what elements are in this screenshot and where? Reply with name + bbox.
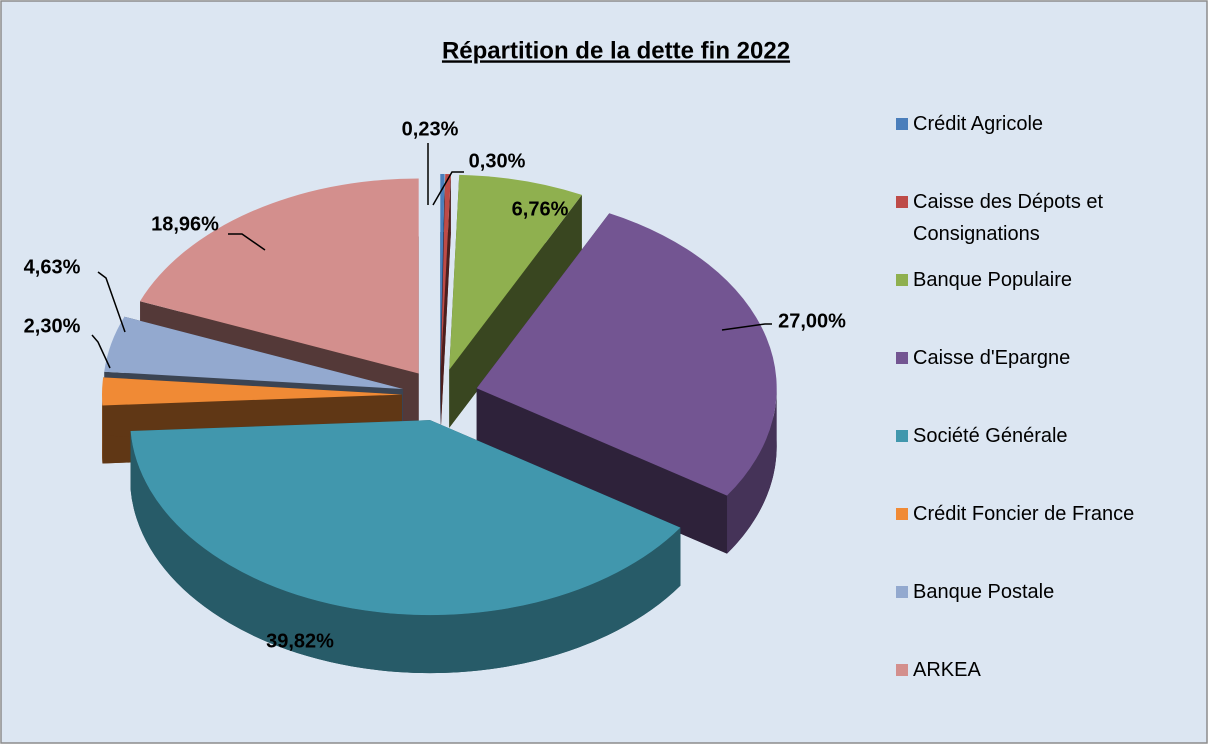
legend-swatch bbox=[896, 118, 908, 130]
legend-item: Caisse d'Epargne bbox=[896, 342, 1196, 374]
slice-group bbox=[130, 420, 681, 674]
slice-wall bbox=[130, 430, 681, 674]
slice-group bbox=[449, 174, 582, 428]
leader-line bbox=[228, 233, 266, 251]
legend-label: Banque Postale bbox=[913, 581, 1055, 603]
legend-swatch bbox=[896, 196, 908, 208]
legend-label: Crédit Agricole bbox=[913, 113, 1044, 135]
legend-swatch bbox=[896, 430, 908, 442]
legend-item: ARKEA bbox=[896, 654, 1196, 686]
legend-swatch bbox=[896, 664, 908, 676]
legend-swatch bbox=[896, 508, 908, 520]
leader-line bbox=[721, 323, 772, 331]
legend-label: ARKEA bbox=[913, 659, 981, 681]
data-label: 18,96% bbox=[151, 213, 219, 235]
data-label: 27,00% bbox=[778, 310, 846, 332]
slice bbox=[449, 174, 582, 370]
slice-wall bbox=[727, 388, 777, 554]
data-label: 0,30% bbox=[469, 150, 526, 172]
leader-line bbox=[91, 334, 111, 369]
slice bbox=[476, 213, 777, 496]
legend-item: Caisse des Dépots et Consignations bbox=[896, 186, 1196, 250]
data-label: 39,82% bbox=[266, 630, 334, 652]
legend-item: Banque Postale bbox=[896, 576, 1196, 608]
slice bbox=[130, 420, 681, 616]
legend-label: Société Générale bbox=[913, 425, 1068, 447]
legend-item: Société Générale bbox=[896, 420, 1196, 452]
data-label: 6,76% bbox=[512, 198, 569, 220]
slice-side bbox=[476, 388, 728, 554]
slice-group bbox=[440, 174, 451, 428]
slice bbox=[440, 174, 451, 370]
legend-label: Banque Populaire bbox=[913, 269, 1073, 291]
slice-group bbox=[476, 213, 777, 554]
legend-label: Caisse d'Epargne bbox=[913, 347, 1071, 369]
legend-swatch bbox=[896, 352, 908, 364]
legend-swatch bbox=[896, 274, 908, 286]
legend-item: Banque Populaire bbox=[896, 264, 1196, 296]
leader-line bbox=[432, 171, 464, 206]
legend-label: Caisse des Dépots et Consignations bbox=[913, 191, 1104, 245]
data-label: 4,63% bbox=[24, 256, 81, 278]
slice bbox=[140, 178, 419, 374]
slice-side bbox=[440, 174, 451, 428]
slice bbox=[104, 316, 404, 389]
slice bbox=[440, 174, 445, 370]
slice bbox=[102, 377, 403, 406]
data-label: 2,30% bbox=[24, 315, 81, 337]
data-label: 0,23% bbox=[402, 118, 459, 140]
chart-title: Répartition de la dette fin 2022 bbox=[442, 37, 790, 64]
legend-item: Crédit Agricole bbox=[896, 108, 1196, 140]
legend-item: Crédit Foncier de France bbox=[896, 498, 1196, 530]
slice-side bbox=[449, 194, 582, 428]
legend-label: Crédit Foncier de France bbox=[913, 503, 1135, 525]
legend-swatch bbox=[896, 586, 908, 598]
leader-line bbox=[97, 271, 126, 333]
